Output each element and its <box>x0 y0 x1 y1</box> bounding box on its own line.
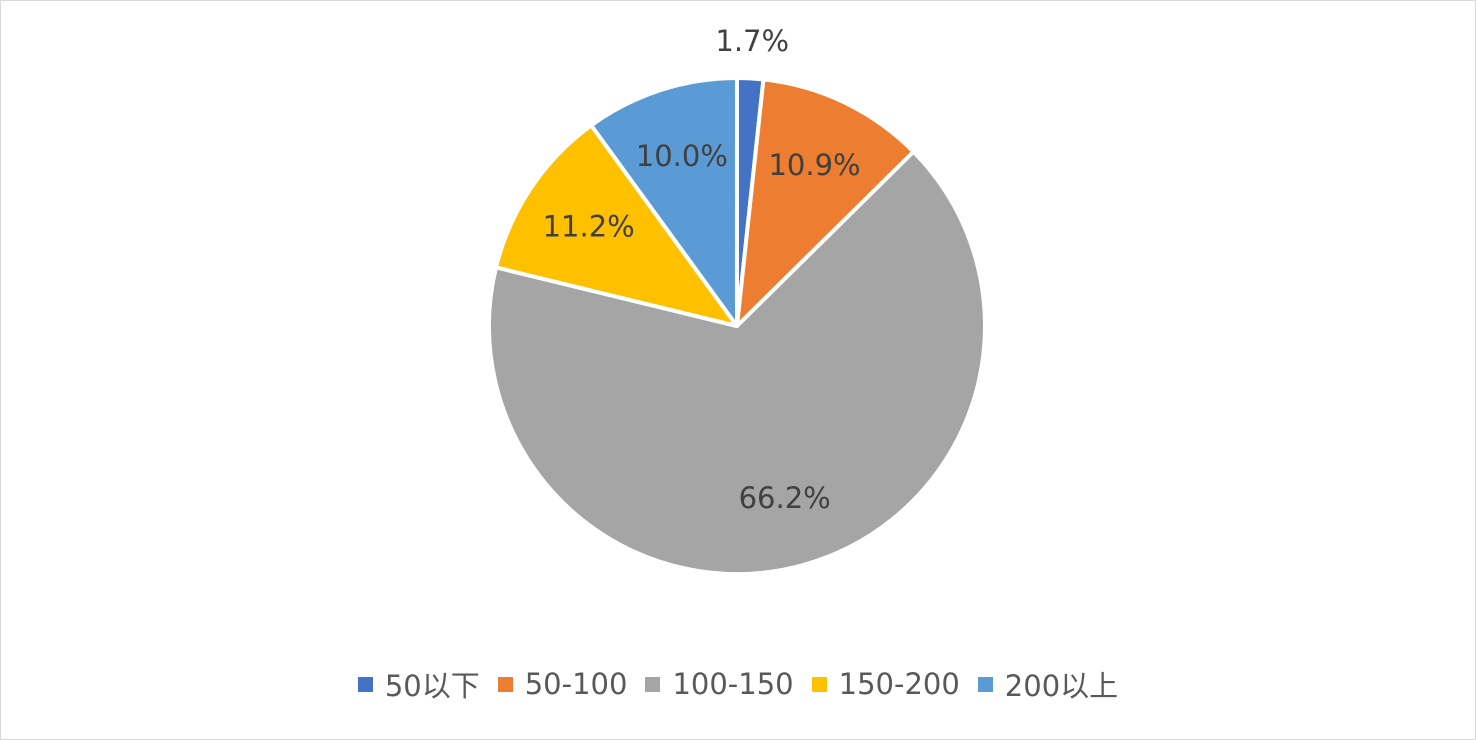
legend-swatch-3 <box>811 676 827 692</box>
pie-slice-2 <box>487 149 987 576</box>
legend-label-3: 150-200 <box>838 667 960 701</box>
data-label-1: 10.9% <box>768 148 860 182</box>
legend-item-2: 100-150 <box>645 667 794 701</box>
legend-label-1: 50-100 <box>524 667 628 701</box>
legend-item-4: 200以上 <box>977 663 1119 705</box>
legend-item-3: 150-200 <box>811 667 960 701</box>
pie-slice-4 <box>589 76 739 328</box>
legend-label-4: 200以上 <box>1004 669 1119 703</box>
legend-label-0: 50以下 <box>384 669 480 703</box>
data-label-3: 11.2% <box>543 210 635 244</box>
data-label-2: 66.2% <box>739 481 831 515</box>
data-label-4: 10.0% <box>636 139 728 173</box>
data-label-0: 1.7% <box>715 24 789 58</box>
chart-legend: 50以下 50-100 100-150 150-200 200以上 <box>0 664 1476 704</box>
legend-item-0: 50以下 <box>357 663 480 705</box>
legend-swatch-1 <box>497 676 513 692</box>
pie-slice-3 <box>494 123 739 328</box>
legend-swatch-0 <box>357 676 373 692</box>
legend-item-1: 50-100 <box>497 667 628 701</box>
pie-slice-1 <box>735 77 916 328</box>
legend-swatch-2 <box>645 676 661 692</box>
legend-swatch-4 <box>977 676 993 692</box>
legend-label-2: 100-150 <box>672 667 794 701</box>
